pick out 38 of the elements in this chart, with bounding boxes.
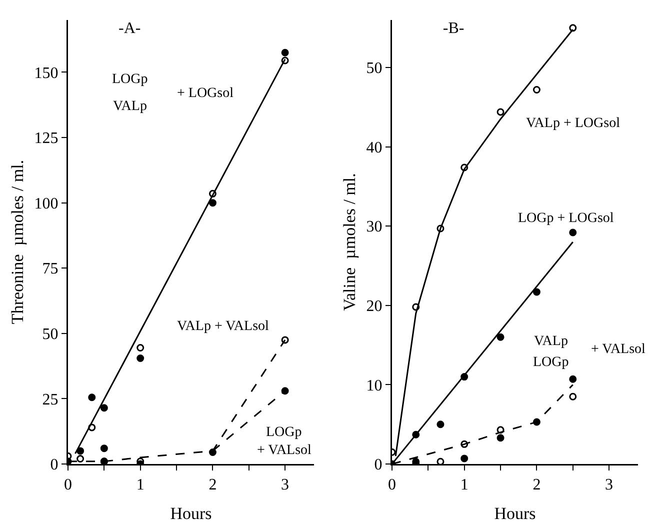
annotation: VALp + LOGsol [526, 116, 620, 131]
x-tick-label: 3 [605, 476, 614, 494]
y-tick-label: 50 [366, 60, 382, 78]
annotation: + VALsol [257, 443, 312, 458]
x-tick-label: 1 [136, 476, 144, 494]
x-axis-title: Hours [494, 504, 536, 523]
y-tick-label: 0 [50, 456, 58, 474]
y-axis-title: Threonine µmoles / ml. [8, 160, 28, 324]
x-tick-label: 0 [64, 476, 72, 494]
annotation: LOGp [112, 72, 148, 87]
chart-title: -B- [442, 20, 464, 38]
x-tick-label: 0 [388, 476, 396, 494]
y-tick-label: 50 [42, 326, 58, 344]
x-tick-label: 1 [460, 476, 468, 494]
annotation: + LOGsol [177, 86, 234, 101]
y-tick-label: 10 [366, 377, 382, 394]
x-tick-label: 2 [532, 476, 541, 494]
annotation: VALp [113, 99, 147, 114]
y-tick-label: 150 [34, 64, 58, 82]
chart-title: -A- [118, 20, 141, 38]
annotation: + VALsol [591, 342, 646, 357]
annotation: VALp [534, 334, 568, 349]
x-axis-title: Hours [170, 504, 212, 523]
annotation: LOGp [533, 355, 569, 370]
annotation: VALp + VALsol [177, 319, 270, 334]
annotation: LOGp [266, 425, 302, 440]
y-tick-label: 100 [34, 195, 58, 212]
x-tick-label: 2 [208, 476, 217, 494]
y-tick-label: 25 [42, 391, 58, 408]
annotation: LOGp + LOGsol [518, 211, 614, 226]
y-tick-label: 75 [42, 260, 58, 278]
y-tick-label: 125 [34, 130, 58, 148]
y-tick-label: 20 [366, 298, 382, 316]
x-tick-label: 3 [281, 476, 290, 494]
y-tick-label: 0 [374, 456, 382, 474]
y-tick-label: 30 [366, 218, 382, 236]
y-tick-label: 40 [366, 139, 382, 156]
y-axis-title: Valine µmoles / ml. [340, 173, 360, 311]
